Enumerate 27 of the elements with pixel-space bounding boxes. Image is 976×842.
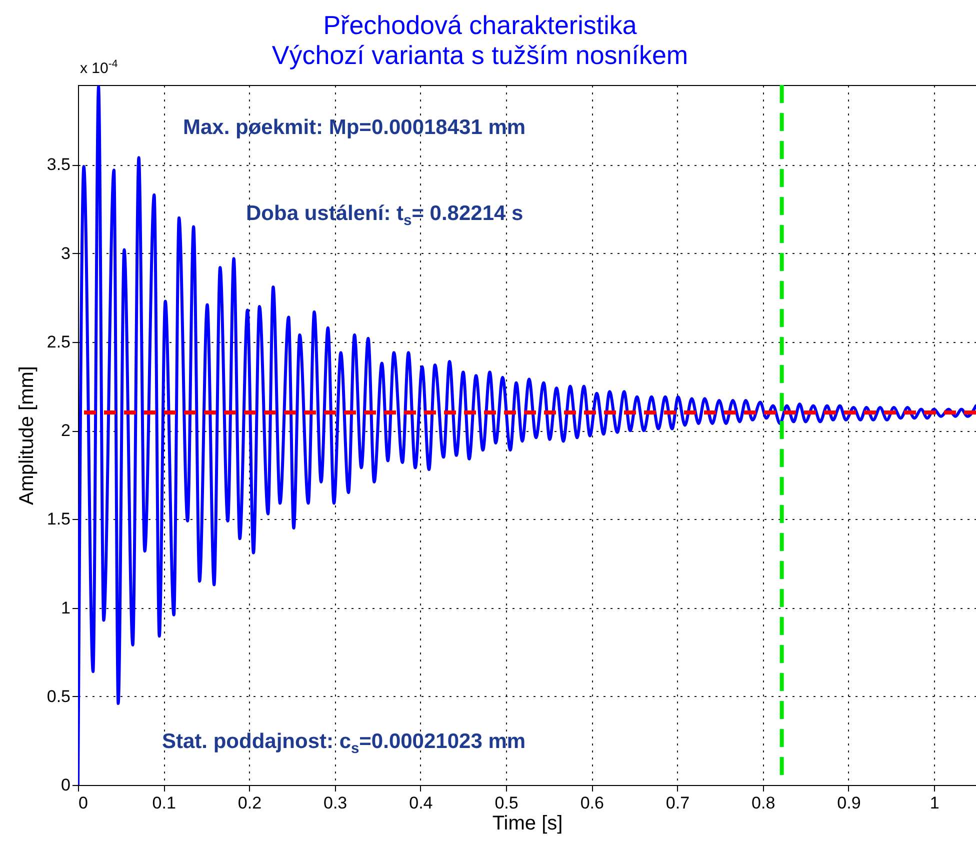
y-tick-label: 0	[61, 776, 70, 794]
annotation: Max. pøekmit: Mp=0.00018431 mm	[183, 116, 526, 140]
x-tick-label: 0	[78, 794, 88, 812]
y-tick-label: 1	[61, 598, 70, 618]
text: x 10$^{-4}$	[80, 58, 118, 77]
x-tick-label: 0.3	[323, 794, 348, 812]
x-tick-label: 0.5	[494, 794, 518, 812]
x-tick-label: 0.8	[752, 794, 776, 812]
x-tick-label: 1	[930, 794, 940, 812]
x-tick-label: 0.2	[238, 794, 262, 812]
chart-title: Přechodová charakteristika	[323, 10, 638, 40]
y-tick-label: 2.5	[46, 332, 70, 352]
x-tick-label: 0.1	[152, 794, 176, 812]
x-tick-label: 0.6	[580, 794, 604, 812]
x-tick-label: 0.4	[409, 794, 433, 812]
y-tick-label: 0.5	[46, 686, 70, 706]
x-axis-title: Time [s]	[492, 812, 563, 834]
annotation: Stat. poddajnost: c$_{s}$=0.00021023 mm	[162, 730, 526, 758]
annotation: Doba ustálení: t$_{s}$= 0.82214 s	[246, 202, 524, 230]
chart-subtitle: Výchozí varianta s tužším nosníkem	[272, 40, 688, 70]
x-tick-label: 0.7	[666, 794, 690, 812]
y-axis-title: Amplitude [mm]	[16, 366, 38, 505]
y-tick-label: 1.5	[46, 510, 70, 529]
y-tick-label: 2	[61, 421, 70, 440]
y-tick-label: 3	[61, 244, 70, 263]
y-tick-label: 3.5	[46, 155, 70, 174]
x-tick-label: 0.9	[837, 794, 861, 812]
